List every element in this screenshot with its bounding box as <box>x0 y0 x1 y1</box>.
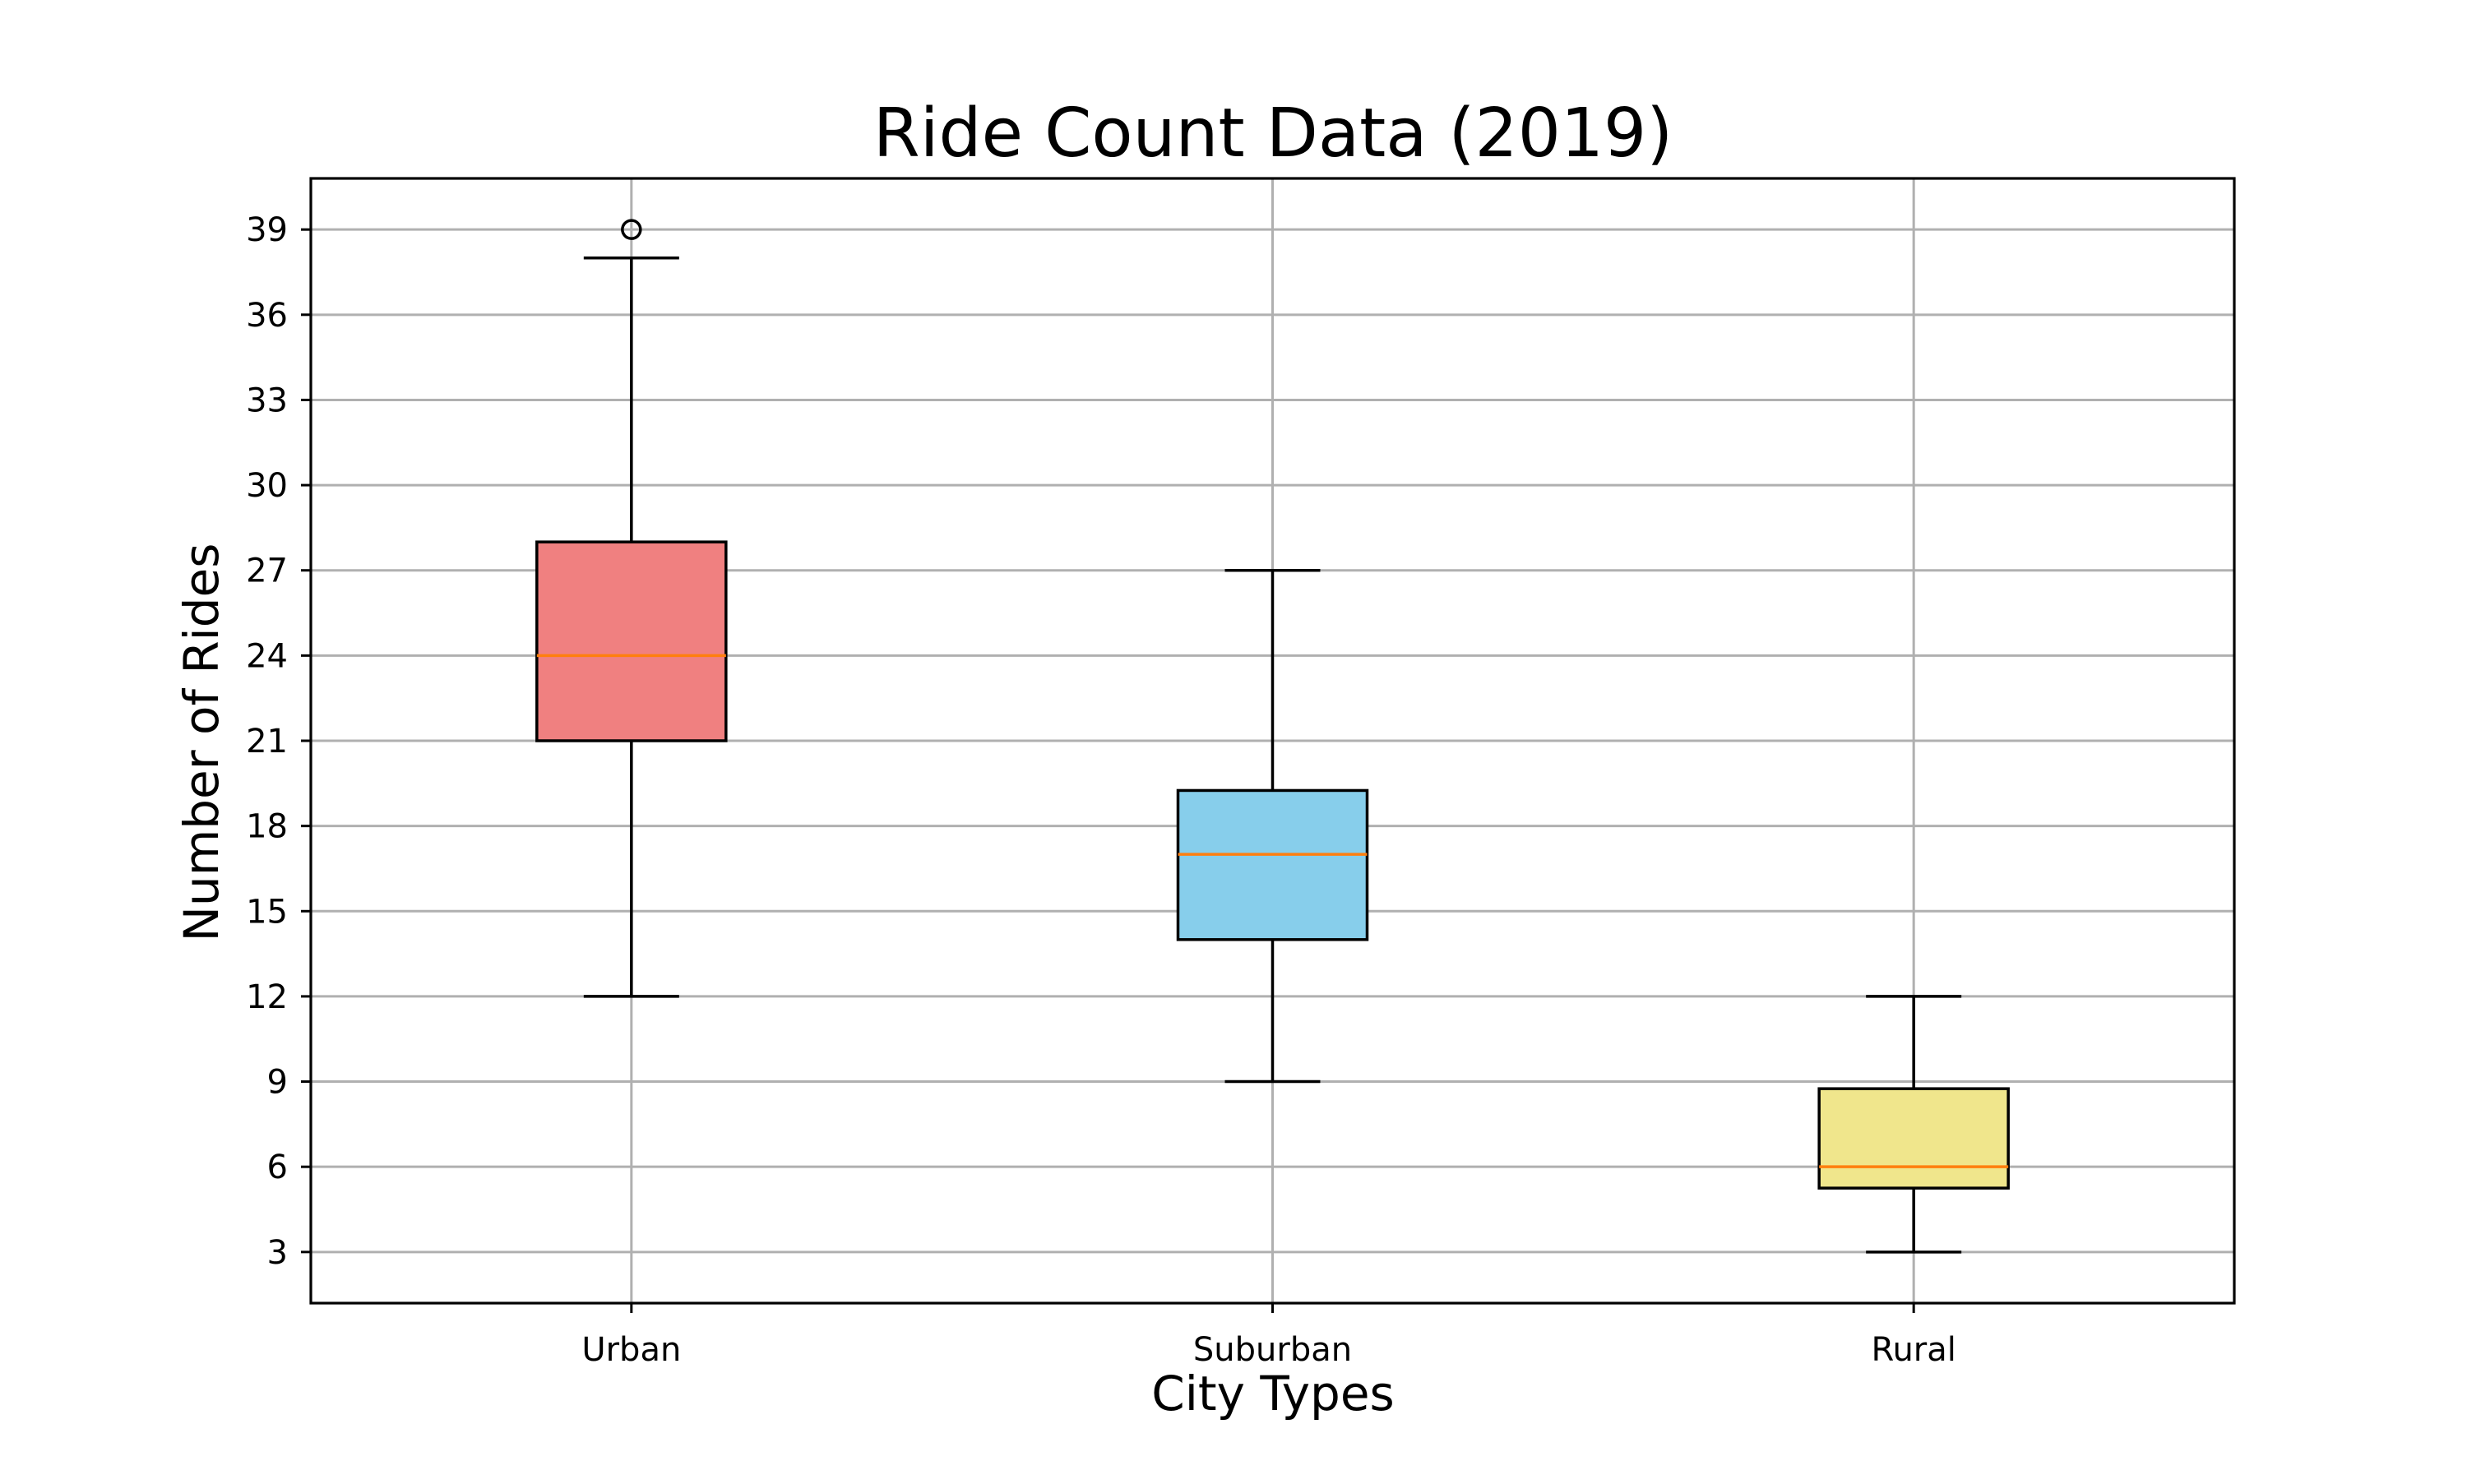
urban-outlier-0 <box>621 219 642 240</box>
y-tick-label-21: 21 <box>246 723 288 760</box>
y-tick-label-12: 12 <box>246 978 288 1016</box>
box-rural <box>1817 995 2010 1254</box>
y-tick-label-30: 30 <box>246 467 288 505</box>
chart-title: Ride Count Data (2019) <box>873 95 1673 173</box>
rural-iqr-box <box>1817 1087 2010 1190</box>
y-tick-label-15: 15 <box>246 893 288 931</box>
x-tick-label-rural: Rural <box>1871 1331 1956 1369</box>
x-tick-label-suburban: Suburban <box>1193 1331 1352 1369</box>
y-tick-label-9: 9 <box>267 1064 288 1102</box>
box-urban <box>535 219 728 998</box>
y-tick-label-36: 36 <box>246 297 288 335</box>
y-tick-label-24: 24 <box>246 637 288 675</box>
boxes <box>535 219 2010 1254</box>
y-tick-label-33: 33 <box>246 381 288 419</box>
y-tick-label-6: 6 <box>267 1149 288 1186</box>
x-tick-label-urban: Urban <box>581 1331 681 1369</box>
suburban-iqr-box <box>1176 788 1369 941</box>
y-tick-label-39: 39 <box>246 211 288 249</box>
y-tick-label-18: 18 <box>246 808 288 846</box>
box-suburban <box>1176 568 1369 1084</box>
urban-iqr-box <box>535 540 728 742</box>
y-tick-label-3: 3 <box>267 1234 288 1272</box>
x-axis-label: City Types <box>1151 1366 1395 1422</box>
plot-frame <box>309 177 2236 1305</box>
y-tick-label-27: 27 <box>246 552 288 590</box>
y-axis-label: Number of Rides <box>174 543 229 942</box>
